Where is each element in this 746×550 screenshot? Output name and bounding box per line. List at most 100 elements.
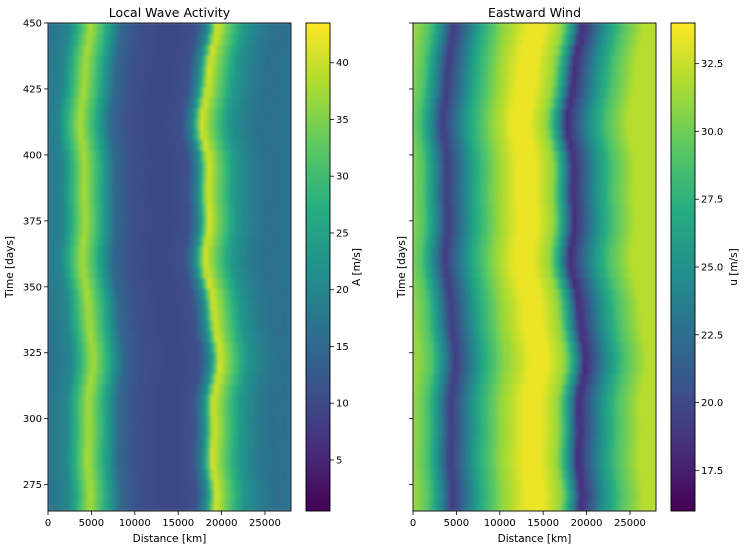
heatmap-cell (175, 43, 181, 56)
heatmap-cell (50, 75, 56, 88)
heatmap-cell (50, 170, 56, 183)
heatmap-cell (485, 446, 490, 459)
heatmap-cell (520, 298, 525, 311)
heatmap-cell (269, 340, 275, 353)
heatmap-cell (286, 75, 291, 88)
heatmap-cell (203, 383, 209, 395)
heatmap-cell (85, 414, 91, 427)
heatmap-cell (509, 287, 515, 300)
heatmap-cell (596, 499, 602, 511)
heatmap-cell (193, 446, 198, 459)
heatmap-cell (269, 404, 275, 417)
heatmap-cell (168, 330, 174, 342)
heatmap-cell (61, 308, 66, 321)
heatmap-cell (481, 414, 487, 427)
heatmap-cell (78, 202, 84, 215)
heatmap-cell (568, 436, 574, 448)
heatmap-cell (492, 393, 497, 406)
heatmap-cell (273, 160, 278, 173)
heatmap-cell (54, 266, 60, 279)
heatmap-cell (224, 277, 230, 289)
heatmap-cell (130, 457, 136, 470)
heatmap-cell (457, 467, 463, 480)
heatmap-cell (627, 319, 633, 332)
heatmap-cell (227, 287, 233, 300)
heatmap-cell (137, 340, 143, 353)
heatmap-cell (102, 330, 108, 342)
heatmap-cell (224, 117, 230, 130)
heatmap-cell (599, 478, 605, 491)
heatmap-cell (96, 33, 101, 45)
heatmap-cell (96, 277, 101, 289)
heatmap-cell (266, 404, 271, 417)
heatmap-cell (85, 75, 91, 88)
heatmap-cell (471, 393, 477, 406)
heatmap-cell (189, 372, 195, 385)
heatmap-cell (286, 213, 291, 226)
heatmap-cell (158, 383, 164, 395)
heatmap-cell (217, 117, 223, 130)
heatmap-cell (255, 181, 261, 194)
heatmap-cell (123, 43, 129, 56)
heatmap-cell (168, 414, 174, 427)
heatmap-cell (234, 478, 240, 491)
heatmap-cell (148, 75, 153, 88)
heatmap-cell (551, 351, 556, 364)
heatmap-cell (151, 245, 157, 257)
heatmap-cell (471, 351, 477, 364)
heatmap-cell (544, 340, 549, 353)
heatmap-cell (610, 308, 615, 321)
heatmap-cell (137, 287, 143, 300)
heatmap-cell (137, 499, 143, 511)
heatmap-cell (474, 446, 480, 459)
heatmap-cell (193, 234, 198, 247)
heatmap-cell (137, 404, 143, 417)
heatmap-cell (168, 181, 174, 194)
heatmap-cell (193, 86, 198, 98)
heatmap-cell (638, 499, 643, 511)
heatmap-cell (92, 319, 98, 332)
heatmap-cell (64, 467, 70, 480)
heatmap-cell (57, 128, 63, 141)
heatmap-cell (276, 414, 282, 427)
heatmap-cell (200, 43, 205, 56)
heatmap-cell (78, 330, 84, 342)
heatmap-cell (526, 351, 532, 364)
heatmap-cell (589, 255, 595, 268)
heatmap-cell (276, 298, 282, 311)
heatmap-cell (561, 457, 567, 470)
heatmap-cell (238, 149, 243, 162)
heatmap-cell (200, 223, 205, 236)
heatmap-cell (61, 139, 66, 151)
heatmap-cell (217, 23, 223, 35)
heatmap-cell (175, 117, 181, 130)
heatmap-cell (148, 298, 153, 311)
heatmap-cell (141, 266, 146, 279)
heatmap-cell (248, 117, 254, 130)
heatmap-cell (158, 467, 164, 480)
heatmap-cell (568, 467, 574, 480)
heatmap-cell (207, 213, 212, 226)
heatmap-cell (116, 383, 122, 395)
heatmap-cell (283, 340, 289, 353)
heatmap-cell (506, 383, 511, 395)
heatmap-cell (75, 436, 80, 448)
heatmap-cell (415, 287, 421, 300)
heatmap-cell (575, 330, 581, 342)
heatmap-cell (273, 192, 278, 204)
heatmap-cell (262, 330, 268, 342)
heatmap-cell (220, 202, 226, 215)
heatmap-cell (175, 202, 181, 215)
heatmap-cell (54, 340, 60, 353)
heatmap-cell (141, 372, 146, 385)
heatmap-cell (537, 266, 543, 279)
heatmap-cell (71, 223, 77, 236)
heatmap-cell (478, 298, 484, 311)
heatmap-cell (513, 351, 518, 364)
heatmap-cell (144, 128, 150, 141)
heatmap-cell (537, 361, 543, 374)
heatmap-cell (182, 404, 188, 417)
heatmap-cell (92, 245, 98, 257)
heatmap-cell (137, 330, 143, 342)
heatmap-cell (499, 287, 504, 300)
